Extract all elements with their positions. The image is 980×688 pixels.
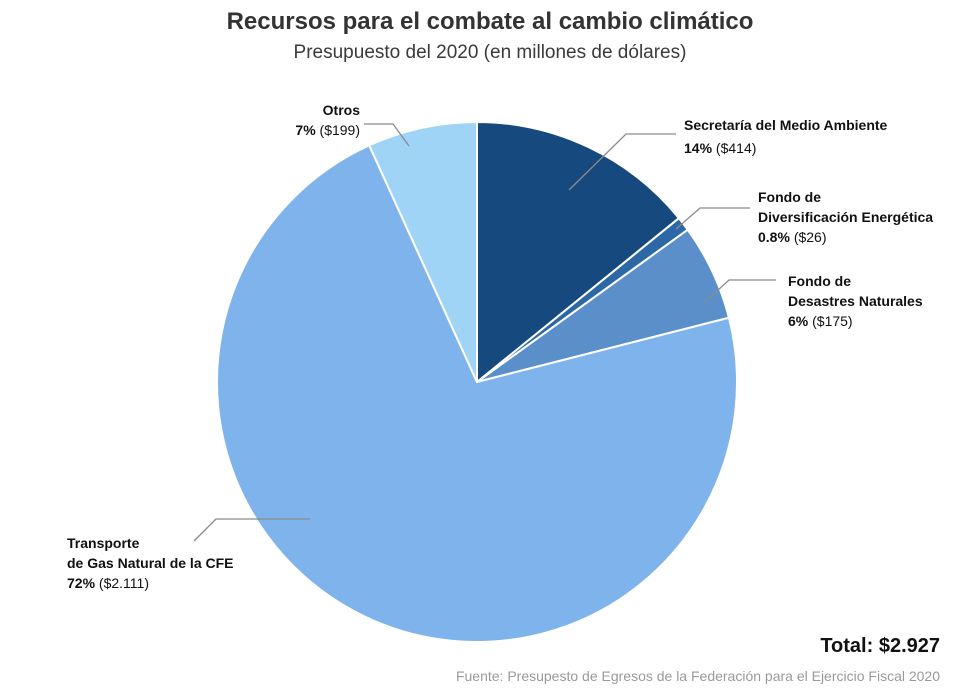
leader-lines <box>193 123 776 542</box>
total-label: Total: $2.927 <box>820 635 940 657</box>
leader-line-fondo-des <box>704 279 776 303</box>
chart-subtitle: Presupuesto del 2020 (en millones de dól… <box>293 42 687 63</box>
leader-line-cfe <box>193 518 310 542</box>
label-semarnat: Secretaría del Medio Ambiente 14% ($414) <box>684 115 887 158</box>
label-otros-pct: 7% <box>295 122 316 138</box>
label-cfe: Transporte de Gas Natural de la CFE 72% … <box>67 533 234 593</box>
slice-cfe <box>216 144 738 643</box>
label-fondo-div-pct: 0.8% <box>758 229 790 245</box>
label-cfe-name-2: de Gas Natural de la CFE <box>67 555 234 571</box>
label-semarnat-pct: 14% <box>684 140 713 156</box>
label-cfe-value: ($2.111) <box>98 575 149 591</box>
label-fondo-div-value: ($26) <box>793 229 827 245</box>
label-fondo-div-name-2: Diversificación Energética <box>758 209 934 225</box>
label-fondo-div-name-1: Fondo de <box>758 189 821 205</box>
label-otros-name: Otros <box>322 102 360 118</box>
leader-line-otros <box>364 123 410 147</box>
pie-slices <box>216 120 738 643</box>
label-fondo-des-name-2: Desastres Naturales <box>788 293 923 309</box>
label-semarnat-value: ($414) <box>715 140 757 156</box>
label-otros: Otros 7% ($199) <box>290 100 360 140</box>
label-fondo-des-name-1: Fondo de <box>788 273 851 289</box>
label-fondo-des: Fondo de Desastres Naturales 6% ($175) <box>788 271 923 331</box>
chart-title: Recursos para el combate al cambio climá… <box>226 8 754 35</box>
label-cfe-name-1: Transporte <box>67 535 140 551</box>
label-semarnat-name: Secretaría del Medio Ambiente <box>684 117 888 133</box>
leader-line-fondo-div <box>675 207 750 230</box>
source-note: Fuente: Presupesto de Egresos de la Fede… <box>455 668 940 684</box>
leader-line-semarnat <box>568 133 676 191</box>
label-fondo-des-pct: 6% <box>788 313 809 329</box>
label-cfe-pct: 72% <box>67 575 96 591</box>
slice-semarnat <box>476 120 681 385</box>
slice-otros <box>367 120 478 383</box>
label-fondo-div: Fondo de Diversificación Energética 0.8%… <box>758 187 933 247</box>
label-otros-value: ($199) <box>319 122 360 138</box>
label-fondo-des-value: ($175) <box>812 313 853 329</box>
